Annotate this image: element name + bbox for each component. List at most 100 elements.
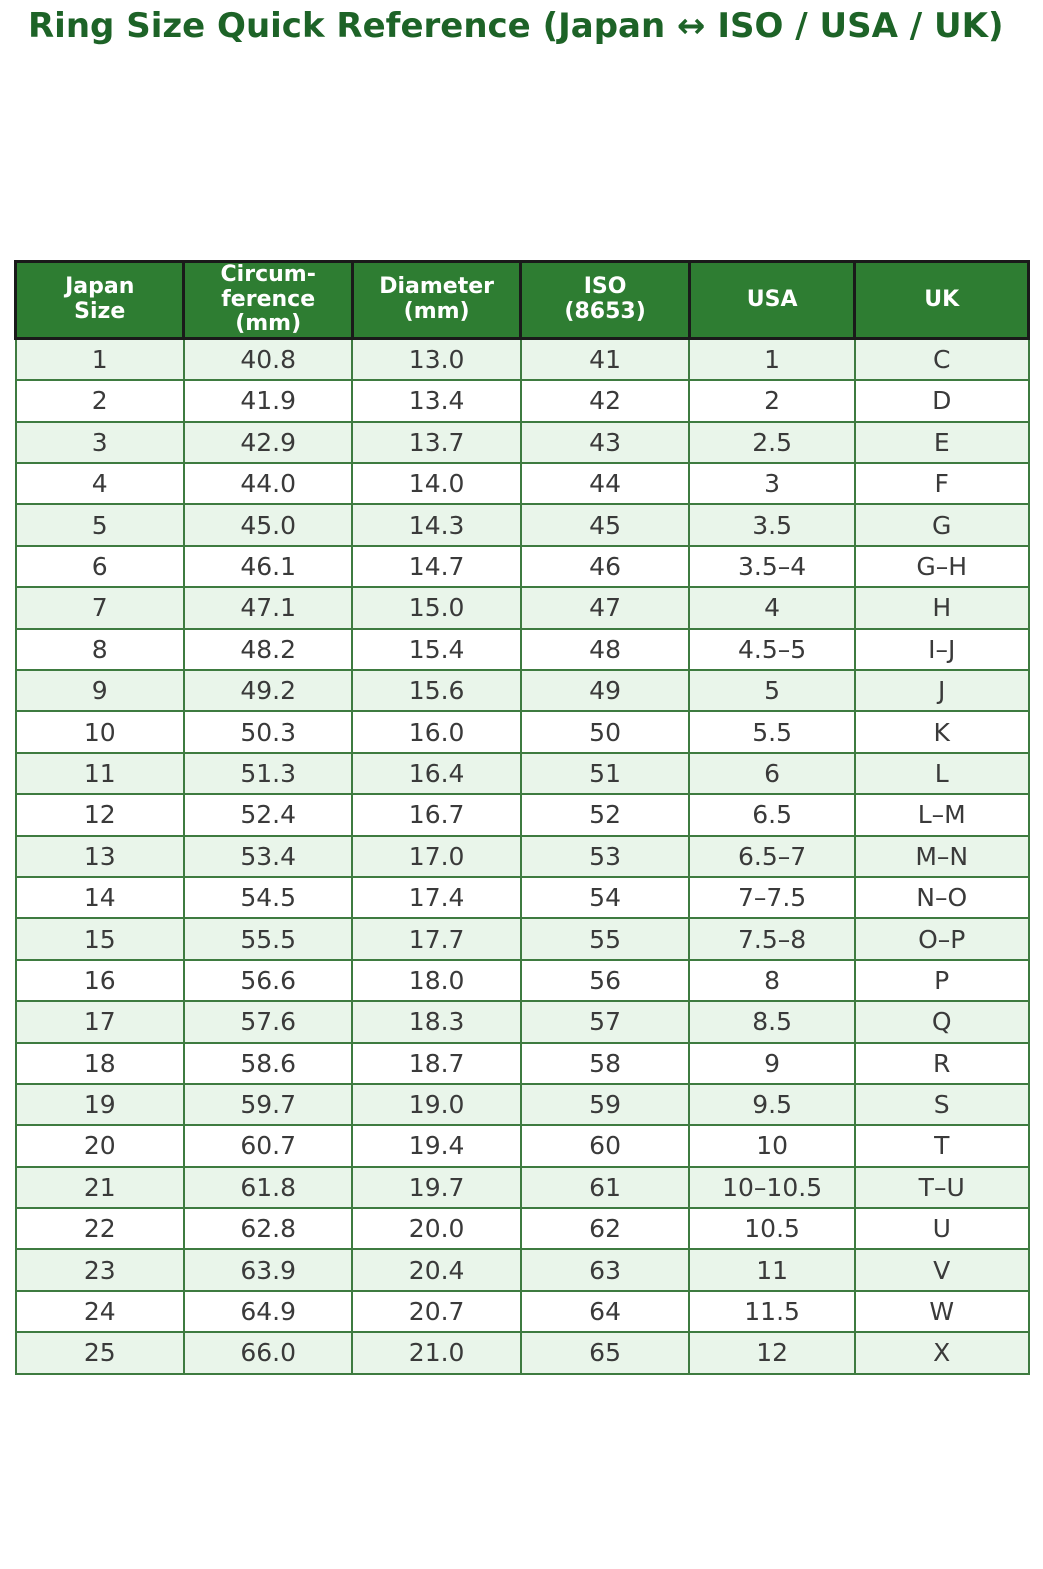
table-cell-japan-size: 17: [14, 1000, 185, 1044]
table-cell-japan-size: 22: [14, 1207, 185, 1251]
table-cell-circumference-mm: 40.8: [182, 337, 354, 382]
table-cell-iso-8653: 63: [519, 1248, 691, 1292]
table-cell-diameter-mm: 13.0: [351, 337, 522, 382]
table-cell-uk: H: [853, 586, 1030, 630]
table-cell-circumference-mm: 63.9: [182, 1248, 354, 1292]
table-cell-diameter-mm: 13.4: [351, 379, 522, 423]
table-cell-japan-size: 4: [14, 462, 185, 506]
table-cell-usa: 6: [688, 751, 856, 796]
table-cell-japan-size: 20: [14, 1124, 185, 1168]
table-cell-uk: G–H: [853, 544, 1030, 589]
table-cell-diameter-mm: 15.4: [351, 627, 522, 672]
column-header-usa: USA: [687, 260, 857, 340]
table-cell-circumference-mm: 52.4: [182, 793, 354, 837]
table-row: 5 45.0 14.3 45 3.5 G: [14, 503, 1030, 547]
table-cell-diameter-mm: 16.0: [351, 710, 522, 754]
table-cell-japan-size: 8: [14, 627, 185, 672]
table-cell-iso-8653: 62: [519, 1207, 691, 1251]
table-cell-diameter-mm: 17.7: [351, 917, 522, 961]
table-cell-usa: 8: [688, 958, 856, 1003]
table-cell-usa: 4.5–5: [688, 627, 856, 672]
table-cell-usa: 10–10.5: [688, 1165, 856, 1210]
table-cell-diameter-mm: 19.0: [351, 1082, 522, 1127]
table-cell-usa: 2: [688, 379, 856, 423]
table-cell-uk: G: [853, 503, 1030, 547]
table-cell-iso-8653: 55: [519, 917, 691, 961]
table-cell-circumference-mm: 60.7: [182, 1124, 354, 1168]
table-cell-usa: 6.5–7: [688, 834, 856, 878]
table-cell-japan-size: 23: [14, 1248, 185, 1292]
table-cell-iso-8653: 46: [519, 544, 691, 589]
column-header-iso-8653: ISO (8653): [519, 260, 691, 340]
table-cell-usa: 3: [688, 462, 856, 506]
table-row: 11 51.3 16.4 51 6 L: [14, 751, 1030, 796]
table-cell-uk: D: [853, 379, 1030, 423]
table-cell-iso-8653: 57: [519, 1000, 691, 1044]
table-cell-japan-size: 24: [14, 1289, 185, 1334]
table-cell-circumference-mm: 61.8: [182, 1165, 354, 1210]
table-row: 23 63.9 20.4 63 11 V: [14, 1248, 1030, 1292]
table-cell-uk: T–U: [853, 1165, 1030, 1210]
table-cell-iso-8653: 52: [519, 793, 691, 837]
table-cell-iso-8653: 64: [519, 1289, 691, 1334]
table-row: 10 50.3 16.0 50 5.5 K: [14, 710, 1030, 754]
table-cell-usa: 8.5: [688, 1000, 856, 1044]
table-row: 21 61.8 19.7 61 10–10.5 T–U: [14, 1165, 1030, 1210]
table-cell-usa: 3.5–4: [688, 544, 856, 589]
table-cell-uk: N–O: [853, 875, 1030, 920]
table-row: 7 47.1 15.0 47 4 H: [14, 586, 1030, 630]
table-row: 22 62.8 20.0 62 10.5 U: [14, 1207, 1030, 1251]
table-cell-diameter-mm: 18.7: [351, 1041, 522, 1085]
table-cell-diameter-mm: 20.0: [351, 1207, 522, 1251]
table-cell-uk: C: [853, 337, 1030, 382]
table-cell-circumference-mm: 64.9: [182, 1289, 354, 1334]
table-cell-japan-size: 5: [14, 503, 185, 547]
table-row: 16 56.6 18.0 56 8 P: [14, 958, 1030, 1003]
table-cell-usa: 7–7.5: [688, 875, 856, 920]
table-cell-circumference-mm: 48.2: [182, 627, 354, 672]
table-cell-usa: 5: [688, 668, 856, 713]
table-cell-usa: 6.5: [688, 793, 856, 837]
table-cell-uk: J: [853, 668, 1030, 713]
table-cell-japan-size: 21: [14, 1165, 185, 1210]
column-header-diameter-mm: Diameter (mm): [350, 260, 523, 340]
table-row: 9 49.2 15.6 49 5 J: [14, 668, 1030, 713]
table-cell-circumference-mm: 50.3: [182, 710, 354, 754]
table-cell-iso-8653: 45: [519, 503, 691, 547]
table-row: 20 60.7 19.4 60 10 T: [14, 1124, 1030, 1168]
table-cell-iso-8653: 42: [519, 379, 691, 423]
table-cell-usa: 2.5: [688, 420, 856, 465]
table-row: 4 44.0 14.0 44 3 F: [14, 462, 1030, 506]
table-cell-japan-size: 6: [14, 544, 185, 589]
table-row: 1 40.8 13.0 41 1 C: [14, 337, 1030, 382]
column-header-uk: UK: [853, 260, 1030, 340]
table-cell-uk: V: [853, 1248, 1030, 1292]
table-row: 12 52.4 16.7 52 6.5 L–M: [14, 793, 1030, 837]
ring-size-table: Japan Size Circum- ference (mm) Diameter (…: [13, 260, 1030, 1375]
table-cell-usa: 5.5: [688, 710, 856, 754]
table-cell-circumference-mm: 57.6: [182, 1000, 354, 1044]
table-cell-uk: X: [853, 1331, 1030, 1375]
table-cell-uk: R: [853, 1041, 1030, 1085]
column-header-circumference-mm: Circum- ference (mm): [182, 260, 354, 340]
table-row: 3 42.9 13.7 43 2.5 E: [14, 420, 1030, 465]
table-cell-uk: S: [853, 1082, 1030, 1127]
table-cell-uk: L: [853, 751, 1030, 796]
table-cell-diameter-mm: 16.4: [351, 751, 522, 796]
table-cell-japan-size: 25: [14, 1331, 185, 1375]
table-cell-diameter-mm: 17.4: [351, 875, 522, 920]
table-cell-usa: 7.5–8: [688, 917, 856, 961]
table-cell-japan-size: 11: [14, 751, 185, 796]
table-cell-circumference-mm: 62.8: [182, 1207, 354, 1251]
table-cell-diameter-mm: 20.7: [351, 1289, 522, 1334]
table-cell-diameter-mm: 15.0: [351, 586, 522, 630]
table-cell-iso-8653: 49: [519, 668, 691, 713]
table-cell-diameter-mm: 18.0: [351, 958, 522, 1003]
table-cell-usa: 11: [688, 1248, 856, 1292]
table-row: 2 41.9 13.4 42 2 D: [14, 379, 1030, 423]
ring-size-table-container: Japan Size Circum- ference (mm) Diameter (…: [13, 260, 1030, 1375]
table-cell-uk: I–J: [853, 627, 1030, 672]
table-cell-circumference-mm: 41.9: [182, 379, 354, 423]
table-cell-uk: P: [853, 958, 1030, 1003]
table-cell-circumference-mm: 54.5: [182, 875, 354, 920]
